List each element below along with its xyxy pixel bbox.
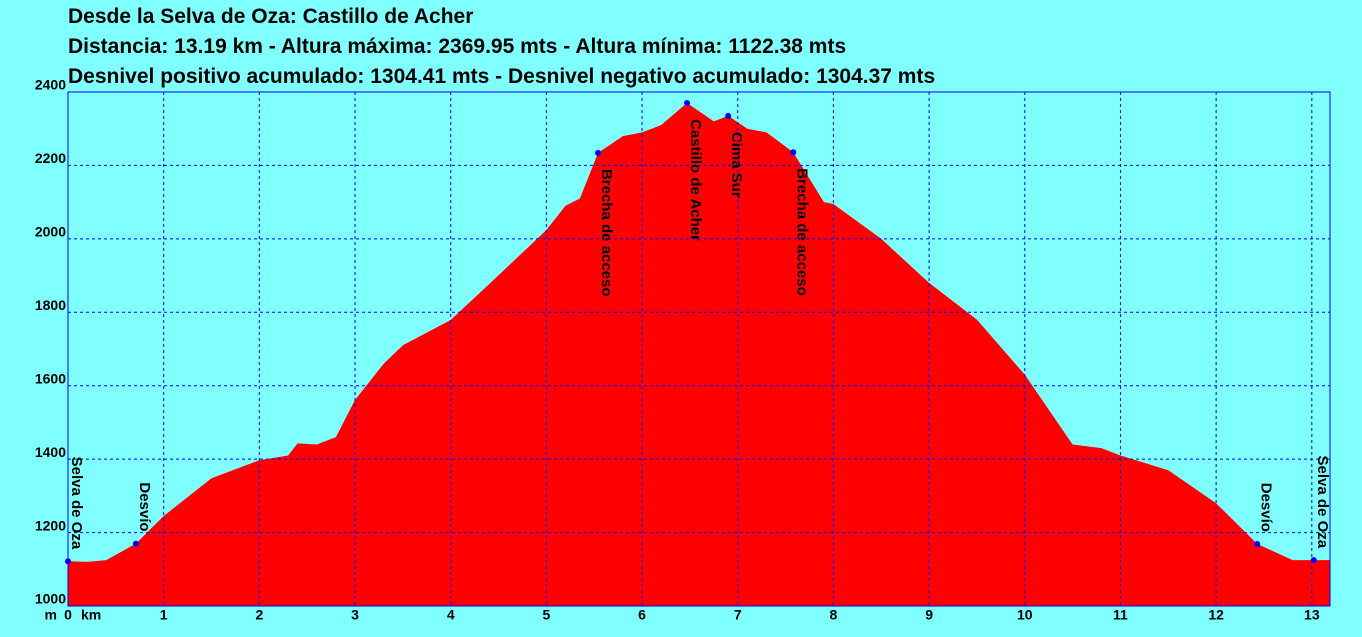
x-tick-label: 11 (1113, 607, 1128, 623)
y-tick-label: 2200 (35, 150, 66, 166)
chart-subtitle: Desnivel positivo acumulado: 1304.41 mts… (68, 65, 935, 88)
waypoint-marker (1310, 557, 1317, 564)
x-tick-label: 6 (638, 607, 646, 623)
y-tick-label: 1000 (35, 591, 66, 607)
x-tick-label: 7 (734, 607, 742, 623)
waypoint-marker (725, 112, 732, 119)
x-axis-label: km (81, 607, 101, 623)
chart-subtitle: Distancia: 13.19 km - Altura máxima: 236… (68, 35, 846, 58)
y-tick-label: 1200 (35, 517, 66, 533)
waypoint-marker (65, 558, 71, 565)
y-tick-label: 1600 (35, 370, 66, 386)
y-tick-label: 2400 (35, 77, 66, 93)
x-tick-label: 0 (64, 607, 72, 623)
waypoint-marker (132, 540, 139, 547)
y-tick-label: 2000 (35, 224, 66, 240)
waypoint-marker (1254, 540, 1261, 547)
waypoint-label: Desvío (1257, 483, 1274, 532)
waypoint-marker (684, 100, 691, 107)
y-tick-label: 1400 (35, 444, 66, 460)
plot-border (67, 91, 1331, 607)
x-tick-label: 5 (542, 607, 550, 623)
x-tick-label: 8 (830, 607, 838, 623)
elevation-area (68, 103, 1330, 606)
waypoint-label: Cima Sur (728, 132, 745, 198)
x-tick-label: 4 (447, 607, 455, 623)
x-tick-label: 12 (1208, 607, 1224, 623)
x-tick-label: 13 (1304, 607, 1320, 623)
x-tick-label: 10 (1017, 607, 1033, 623)
waypoint-marker (595, 149, 602, 156)
waypoint-label: Selva de Oza (68, 457, 85, 550)
waypoint-label: Desvío (136, 482, 153, 531)
chart-title: Desde la Selva de Oza: Castillo de Acher (68, 5, 473, 28)
waypoint-marker (790, 149, 797, 156)
waypoint-label: Selva de Oza (1314, 456, 1331, 549)
waypoint-label: Castillo de Acher (687, 119, 704, 241)
waypoint-label: Brecha de acceso (793, 168, 810, 296)
x-tick-label: 1 (160, 607, 168, 623)
y-axis-label: m (45, 607, 57, 623)
waypoint-label: Brecha de acceso (598, 169, 615, 297)
x-tick-label: 9 (925, 607, 933, 623)
x-tick-label: 3 (351, 607, 359, 623)
x-tick-label: 2 (255, 607, 263, 623)
y-tick-label: 1800 (35, 297, 66, 313)
